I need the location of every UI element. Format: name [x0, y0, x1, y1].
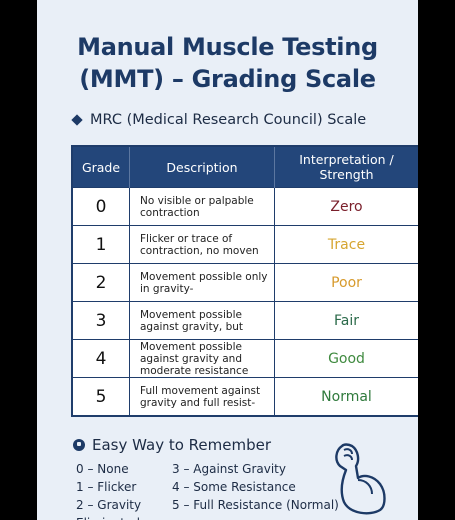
- table-header-row: Grade Description Interpretation / Stren…: [72, 146, 418, 188]
- remember-item: 0 – None: [76, 462, 129, 476]
- interpretation-cell: Good: [274, 339, 418, 378]
- table-row: 2 Movement possible only in gravity- Poor: [71, 263, 418, 302]
- grade-cell: 3: [71, 301, 130, 340]
- remember-item: 2 – Gravity Eliminated: [76, 498, 142, 520]
- title-line-2: (MMT) – Grading Scale: [79, 65, 376, 93]
- page-title: Manual Muscle Testing (MMT) – Grading Sc…: [37, 31, 418, 95]
- interpretation-cell: Trace: [274, 225, 418, 264]
- grade-cell: 0: [71, 187, 130, 226]
- remember-item: 4 – Some Resistance: [172, 480, 296, 494]
- remember-col-1: 0 – None 1 – Flicker 2 – Gravity Elimina…: [76, 460, 168, 520]
- remember-item: 5 – Full Resistance (Normal): [172, 498, 339, 512]
- grade-cell: 5: [71, 377, 130, 417]
- table-row: 5 Full movement against gravity and full …: [71, 377, 418, 417]
- table-row: 1 Flicker or trace of contraction, no mov…: [71, 225, 418, 264]
- remember-item: 1 – Flicker: [76, 480, 137, 494]
- subtitle-text: MRC (Medical Research Council) Scale: [90, 112, 367, 128]
- scale-subtitle: MRC (Medical Research Council) Scale: [71, 112, 367, 128]
- interpretation-cell: Normal: [274, 377, 418, 417]
- table-row: 3 Movement possible against gravity, but F…: [71, 301, 418, 340]
- remember-col-2: 3 – Against Gravity 4 – Some Resistance …: [172, 460, 339, 514]
- grade-cell: 4: [71, 339, 130, 378]
- header-description: Description: [129, 146, 275, 188]
- description-cell: Movement possible against gravity, but: [129, 301, 275, 340]
- title-line-1: Manual Muscle Testing: [77, 33, 378, 61]
- interpretation-cell: Fair: [274, 301, 418, 340]
- remember-heading-text: Easy Way to Remember: [92, 436, 272, 454]
- remember-item: 3 – Against Gravity: [172, 462, 286, 476]
- grade-cell: 1: [71, 225, 130, 264]
- description-cell: Movement possible against gravity and mo…: [129, 339, 275, 378]
- description-cell: Flicker or trace of contraction, no move…: [129, 225, 275, 264]
- diamond-icon: [71, 114, 83, 126]
- header-grade: Grade: [72, 146, 130, 188]
- interpretation-cell: Poor: [274, 263, 418, 302]
- grade-cell: 2: [71, 263, 130, 302]
- flexed-arm-icon: [335, 443, 386, 515]
- infographic-card: Manual Muscle Testing (MMT) – Grading Sc…: [37, 0, 418, 520]
- info-bullet-icon: [73, 439, 85, 451]
- header-interpretation: Interpretation / Strength: [274, 146, 418, 188]
- table-row: 4 Movement possible against gravity and m…: [71, 339, 418, 378]
- remember-heading: Easy Way to Remember: [73, 436, 271, 454]
- interpretation-cell: Zero: [274, 187, 418, 226]
- description-cell: Full movement against gravity and full r…: [129, 377, 275, 417]
- table-row: 0 No visible or palpable contraction Zero: [71, 187, 418, 226]
- description-cell: Movement possible only in gravity-: [129, 263, 275, 302]
- mmt-grading-table: Grade Description Interpretation / Stren…: [71, 145, 418, 417]
- description-cell: No visible or palpable contraction: [129, 187, 275, 226]
